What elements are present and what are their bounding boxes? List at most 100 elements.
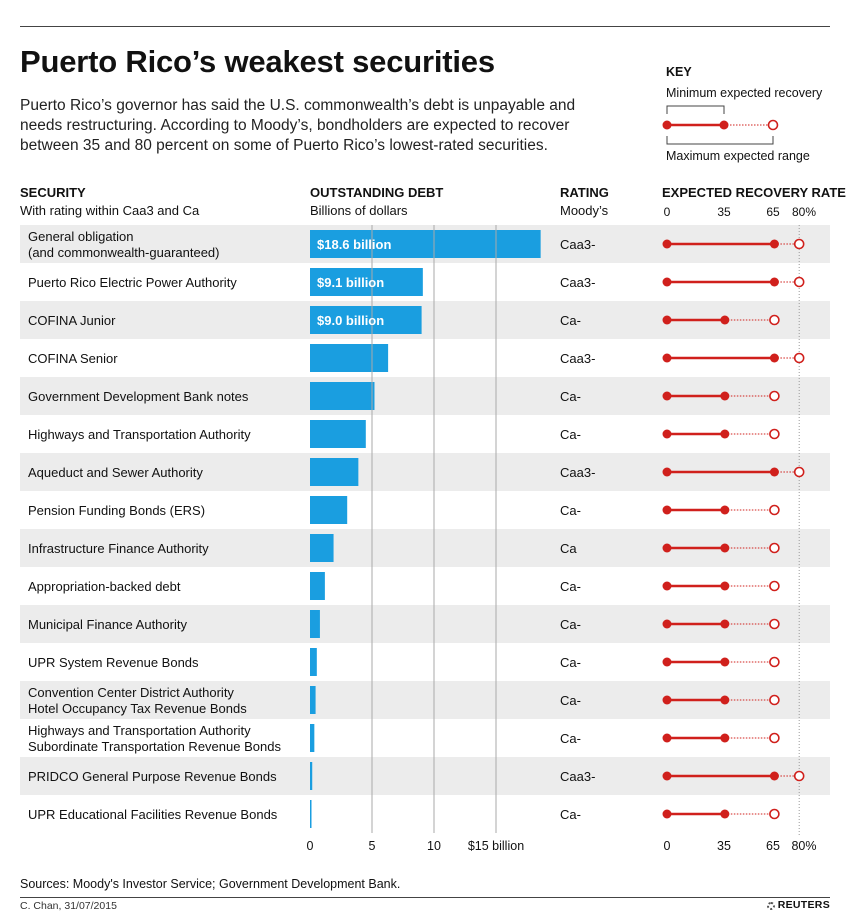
recovery-min-dot: [720, 695, 730, 705]
security-header: SECURITY: [20, 185, 86, 200]
rating-label: Ca-: [560, 579, 581, 594]
source-note: Sources: Moody's Investor Service; Gover…: [20, 877, 401, 891]
recovery-max-dot: [769, 808, 780, 820]
key-min-label: Minimum expected recovery: [666, 86, 823, 100]
recovery-min-dot: [720, 581, 730, 591]
recovery-start-dot: [662, 581, 672, 591]
key-max-label: Maximum expected range: [666, 149, 810, 163]
security-label: Highways and Transportation Authority: [28, 723, 251, 738]
recovery-max-dot: [769, 390, 780, 402]
recovery-min-dot: [720, 733, 730, 743]
recovery-max-dot: [769, 504, 780, 516]
recovery-max-dot: [769, 732, 780, 744]
debt-axis-tick-label: 5: [368, 839, 376, 853]
rating-label: Ca: [560, 541, 577, 556]
recovery-min-dot: [720, 505, 730, 515]
debt-subheader: Billions of dollars: [310, 203, 408, 218]
security-label: Infrastructure Finance Authority: [28, 541, 209, 556]
recovery-min-dot: [720, 809, 730, 819]
recovery-scale-label: 65: [766, 205, 780, 219]
debt-axis-tick-label: $15 billion: [467, 839, 525, 853]
top-rule: [20, 26, 830, 27]
recovery-max-dot: [793, 770, 805, 782]
recovery-max-dot: [769, 314, 780, 326]
debt-bar: [310, 344, 389, 372]
rating-label: Caa3-: [560, 275, 595, 290]
bottom-rule: [20, 897, 830, 898]
page-title: Puerto Rico’s weakest securities: [20, 44, 495, 79]
rating-label: Ca-: [560, 731, 581, 746]
brand: REUTERS: [766, 899, 830, 911]
debt-bar-label: $18.6 billion: [317, 237, 391, 252]
rating-label: Ca-: [560, 389, 581, 404]
recovery-axis-tick-label: 65: [766, 839, 780, 853]
recovery-max-dot: [793, 352, 805, 364]
security-label: Highways and Transportation Authority: [28, 427, 251, 442]
security-label: General obligation: [28, 229, 134, 244]
recovery-max-dot: [769, 580, 780, 592]
recovery-min-dot: [720, 619, 730, 629]
recovery-start-dot: [662, 505, 672, 515]
security-label: COFINA Junior: [28, 313, 116, 328]
security-label: Aqueduct and Sewer Authority: [28, 465, 203, 480]
rating-label: Caa3-: [560, 465, 595, 480]
debt-bar: [310, 572, 325, 600]
recovery-min-dot: [769, 467, 779, 477]
recovery-scale-label: 80%: [791, 205, 817, 219]
debt-bar: [310, 610, 320, 638]
recovery-axis-tick-label: 35: [717, 839, 731, 853]
debt-axis-tick-label: 10: [427, 839, 441, 853]
rating-label: Ca-: [560, 807, 581, 822]
security-label: UPR Educational Facilities Revenue Bonds: [28, 807, 278, 822]
security-label: PRIDCO General Purpose Revenue Bonds: [28, 769, 277, 784]
security-label: Hotel Occupancy Tax Revenue Bonds: [28, 701, 247, 716]
recovery-min-dot: [720, 657, 730, 667]
debt-axis-tick-label: 0: [306, 839, 314, 853]
recovery-axis-tick-label: 0: [663, 839, 671, 853]
recovery-header: EXPECTED RECOVERY RATE: [662, 185, 846, 200]
key-title: KEY: [666, 65, 692, 79]
debt-bar-label: $9.1 billion: [317, 275, 384, 290]
recovery-start-dot: [662, 695, 672, 705]
security-label: UPR System Revenue Bonds: [28, 655, 199, 670]
debt-bar: [310, 648, 317, 676]
recovery-start-dot: [662, 543, 672, 553]
recovery-min-dot: [720, 543, 730, 553]
recovery-min-dot: [769, 353, 779, 363]
debt-bar: [310, 496, 348, 524]
subtitle: Puerto Rico’s governor has said the U.S.…: [20, 97, 576, 154]
recovery-start-dot: [662, 429, 672, 439]
recovery-min-dot: [769, 277, 779, 287]
rating-label: Ca-: [560, 617, 581, 632]
security-label: (and commonwealth-guaranteed): [28, 245, 220, 260]
recovery-start-dot: [662, 239, 672, 249]
debt-bar: [310, 762, 313, 790]
debt-bar: [310, 268, 423, 296]
rating-subheader: Moody’s: [560, 203, 609, 218]
security-label: Government Development Bank notes: [28, 389, 249, 404]
brand-name: REUTERS: [777, 899, 830, 911]
recovery-scale-label: 0: [663, 205, 671, 219]
debt-bar: [310, 306, 422, 334]
recovery-axis-tick-label: 80%: [791, 839, 817, 853]
rating-label: Caa3-: [560, 351, 595, 366]
rating-label: Ca-: [560, 693, 581, 708]
security-label: Appropriation-backed debt: [28, 579, 181, 594]
recovery-scale-label: 35: [717, 205, 731, 219]
debt-bar: [310, 800, 312, 828]
recovery-start-dot: [662, 467, 672, 477]
recovery-start-dot: [662, 809, 672, 819]
recovery-max-dot: [793, 238, 805, 250]
recovery-start-dot: [662, 391, 672, 401]
rating-label: Ca-: [560, 427, 581, 442]
reuters-logo-icon: [766, 902, 775, 910]
credit: C. Chan, 31/07/2015: [20, 900, 117, 912]
recovery-min-dot: [720, 429, 730, 439]
recovery-max-dot: [769, 428, 780, 440]
security-subheader: With rating within Caa3 and Ca: [20, 203, 200, 218]
recovery-max-dot: [793, 466, 805, 478]
security-label: Municipal Finance Authority: [28, 617, 187, 632]
rating-label: Caa3-: [560, 237, 595, 252]
recovery-start-dot: [662, 771, 672, 781]
